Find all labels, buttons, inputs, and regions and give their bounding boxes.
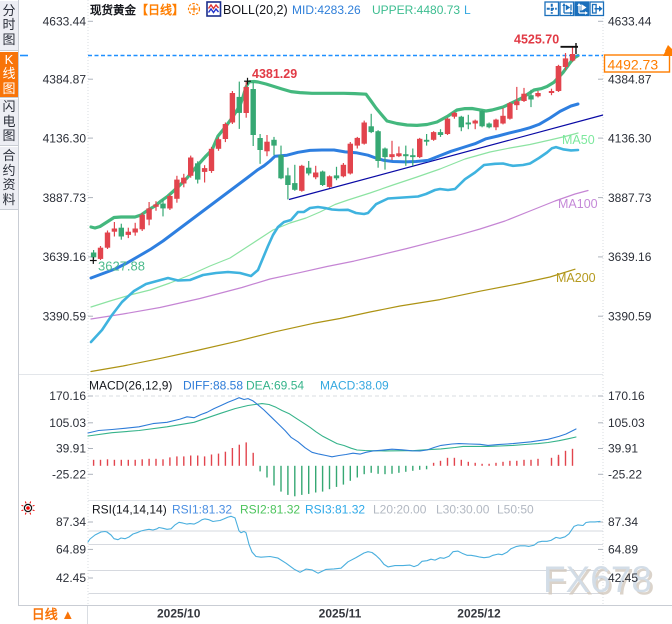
svg-text:MACD(26,12,9): MACD(26,12,9): [89, 379, 172, 393]
svg-text:2025/10: 2025/10: [157, 607, 201, 621]
svg-text:RSI1:81.32: RSI1:81.32: [172, 503, 232, 517]
svg-text:64.89: 64.89: [608, 543, 638, 557]
svg-text:4492.73: 4492.73: [608, 57, 659, 73]
svg-text:-25.22: -25.22: [608, 468, 642, 482]
svg-text:4381.29: 4381.29: [252, 67, 297, 81]
svg-text:4633.44: 4633.44: [608, 15, 652, 29]
svg-text:MA50: MA50: [562, 133, 595, 147]
svg-text:DIFF:88.58: DIFF:88.58: [183, 379, 243, 393]
svg-text:170.16: 170.16: [608, 389, 645, 403]
svg-text:170.16: 170.16: [49, 389, 86, 403]
svg-text:RSI(14,14,14): RSI(14,14,14): [92, 503, 167, 517]
svg-text:4384.87: 4384.87: [608, 72, 652, 86]
svg-text:3390.59: 3390.59: [43, 309, 87, 323]
svg-text:L30:30.00: L30:30.00: [436, 503, 490, 517]
svg-text:4136.30: 4136.30: [43, 131, 87, 145]
svg-text:64.89: 64.89: [56, 543, 86, 557]
svg-text:MA100: MA100: [558, 197, 598, 211]
svg-text:UPPER:4480.73: UPPER:4480.73: [372, 3, 460, 17]
svg-text:105.03: 105.03: [49, 416, 86, 430]
svg-text:MID:4283.26: MID:4283.26: [292, 3, 361, 17]
svg-text:3639.16: 3639.16: [43, 250, 87, 264]
svg-text:87.34: 87.34: [608, 515, 638, 529]
svg-text:MA200: MA200: [556, 271, 596, 285]
svg-text:87.34: 87.34: [56, 515, 86, 529]
svg-text:105.03: 105.03: [608, 416, 645, 430]
svg-text:RSI3:81.32: RSI3:81.32: [305, 503, 365, 517]
svg-text:RSI2:81.32: RSI2:81.32: [240, 503, 300, 517]
svg-text:FX678: FX678: [543, 559, 652, 600]
svg-text:L: L: [464, 3, 471, 17]
svg-text:FX678: FX678: [546, 562, 655, 603]
svg-text:4633.44: 4633.44: [43, 15, 87, 29]
svg-text:DEA:69.54: DEA:69.54: [246, 379, 304, 393]
svg-text:3390.59: 3390.59: [608, 309, 652, 323]
svg-text:L50:50: L50:50: [497, 503, 534, 517]
svg-text:BOLL(20,2): BOLL(20,2): [223, 3, 288, 17]
svg-text:现货黄金: 现货黄金: [90, 3, 136, 17]
svg-text:3887.73: 3887.73: [43, 191, 87, 205]
svg-text:4136.30: 4136.30: [608, 131, 652, 145]
svg-text:42.45: 42.45: [608, 571, 638, 585]
svg-text:【日线】: 【日线】: [136, 2, 184, 17]
svg-text:-25.22: -25.22: [52, 468, 86, 482]
svg-text:3887.73: 3887.73: [608, 191, 652, 205]
svg-text:MACD:38.09: MACD:38.09: [320, 379, 389, 393]
svg-text:39.91: 39.91: [56, 442, 86, 456]
svg-text:42.45: 42.45: [56, 571, 86, 585]
svg-text:3639.16: 3639.16: [608, 250, 652, 264]
svg-text:3627.88: 3627.88: [98, 259, 145, 274]
svg-text:2025/11: 2025/11: [319, 607, 362, 621]
svg-text:L20:20.00: L20:20.00: [373, 503, 427, 517]
svg-text:39.91: 39.91: [608, 442, 638, 456]
svg-text:2025/12: 2025/12: [457, 607, 501, 621]
svg-text:4525.70: 4525.70: [514, 33, 559, 47]
svg-text:4384.87: 4384.87: [43, 72, 87, 86]
